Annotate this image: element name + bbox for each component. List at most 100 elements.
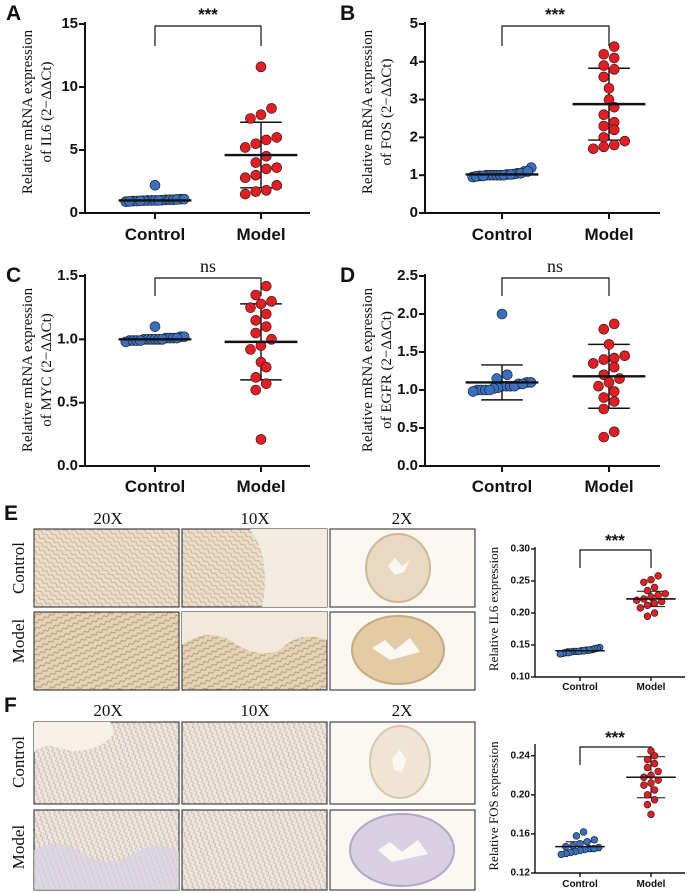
model-data-point	[640, 578, 648, 586]
y-tick-label: 1.5	[397, 343, 418, 360]
magnification-label: 10X	[240, 701, 269, 720]
significance-bracket	[579, 549, 652, 568]
y-axis-label-line2: of IL6 (2−ΔΔCt)	[39, 61, 55, 162]
model-data-point	[260, 321, 272, 332]
model-data-point	[598, 354, 610, 365]
tissue-lumen	[378, 840, 428, 862]
panel-f-micrographs: F 20X 10X 2X Control Model	[4, 694, 476, 891]
control-data-point	[501, 369, 513, 381]
model-data-point	[250, 169, 262, 181]
model-data-point	[598, 392, 610, 403]
x-category-label: Model	[584, 225, 633, 244]
model-data-point	[650, 583, 659, 592]
x-category-label: Model	[584, 477, 633, 496]
y-tick-label: 0.25	[511, 576, 531, 587]
y-ticks: 0 1 2 3 4 5	[410, 15, 419, 221]
panel-label: F	[4, 694, 17, 717]
y-tick-label: 0	[410, 204, 418, 221]
model-data-point	[250, 384, 262, 396]
model-data-point	[608, 426, 620, 438]
y-tick-label: 2	[410, 128, 418, 145]
y-tick-label: 2.0	[397, 305, 418, 322]
y-ticks: 0.12 0.16 0.20 0.24	[511, 750, 531, 878]
control-data-point	[590, 836, 598, 844]
model-data-point	[260, 361, 272, 373]
control-data-point	[517, 378, 528, 390]
row-label: Model	[9, 619, 28, 664]
row-label: Model	[9, 825, 28, 870]
panel-label: C	[6, 264, 21, 287]
y-axis-label: Relative FOS expression	[486, 741, 501, 871]
model-data-point	[633, 596, 641, 604]
tissue-lumen	[388, 558, 410, 575]
model-data-point	[250, 138, 262, 149]
y-ticks: 0.0 0.5 1.0 1.5	[57, 267, 78, 474]
x-category-label: Model	[236, 477, 285, 496]
x-category-label: Control	[562, 682, 598, 693]
data-points	[79, 274, 310, 472]
model-data-point	[643, 763, 652, 772]
x-category-label: Control	[562, 879, 598, 890]
control-data-point	[496, 308, 508, 320]
model-data-point	[650, 599, 659, 608]
magnification-label: 2X	[392, 701, 413, 720]
model-data-point	[255, 61, 267, 73]
model-data-point	[239, 172, 251, 184]
control-data-point	[149, 179, 161, 191]
model-data-point	[260, 185, 272, 196]
model-data-point	[654, 767, 662, 776]
model-data-point	[608, 396, 620, 407]
x-category-label: Model	[637, 879, 666, 890]
y-tick-label: 5	[410, 15, 418, 32]
model-data-point	[598, 48, 610, 60]
micrograph-lumen	[182, 612, 327, 654]
micrograph-lumen	[250, 529, 327, 607]
tissue-section	[349, 813, 455, 887]
model-data-point	[245, 344, 256, 355]
control-data-point	[579, 828, 588, 836]
model-data-point	[636, 604, 644, 612]
model-data-point	[643, 586, 652, 595]
panel-label: E	[4, 502, 18, 525]
x-category-label: Control	[472, 225, 532, 244]
significance-bracket	[579, 746, 652, 765]
y-ticks: 0.10 0.15 0.20 0.25 0.30	[511, 544, 531, 683]
model-data-point	[603, 82, 615, 94]
model-data-point	[598, 141, 610, 153]
model-data-point	[255, 434, 267, 445]
y-tick-label: 0.20	[511, 608, 531, 619]
model-data-point	[593, 380, 604, 392]
x-category-label: Control	[125, 225, 185, 244]
micrograph-lumen	[34, 722, 114, 752]
row-label: Control	[9, 736, 28, 788]
magnification-label: 20X	[93, 509, 122, 528]
model-data-point	[643, 612, 652, 620]
y-axis-label-line2: of MYC (2−ΔΔCt)	[39, 313, 55, 427]
y-tick-label: 0.5	[397, 419, 418, 436]
model-data-point	[271, 132, 283, 143]
model-data-point	[250, 157, 262, 168]
model-data-point	[260, 378, 272, 389]
micrograph-control-10x	[181, 721, 328, 805]
micrograph-model-20x	[33, 611, 180, 691]
y-axis-label-line1: Relative mRNA expression	[20, 29, 36, 194]
y-tick-label: 5	[70, 141, 78, 158]
model-data-point	[598, 71, 610, 83]
model-data-point	[271, 179, 283, 191]
y-tick-label: 0.10	[511, 672, 531, 683]
y-tick-label: 1.5	[57, 267, 78, 284]
model-data-point	[260, 280, 272, 292]
panel-label: D	[340, 264, 355, 287]
significance-label: ***	[605, 728, 625, 747]
y-tick-label: 1	[410, 166, 418, 183]
x-category-label: Model	[637, 682, 666, 693]
control-data-point	[556, 650, 564, 658]
data-points	[419, 22, 660, 219]
y-axis-label-line2: of FOS (2−ΔΔCt)	[379, 59, 395, 166]
panel-label: A	[6, 2, 21, 25]
y-tick-label: 2.5	[397, 267, 418, 284]
magnification-label: 10X	[240, 509, 269, 528]
control-data-point	[484, 384, 495, 396]
model-data-point	[608, 64, 620, 75]
panel-c-chart: C Relative mRNA expression of MYC (2−ΔΔC…	[6, 256, 310, 496]
